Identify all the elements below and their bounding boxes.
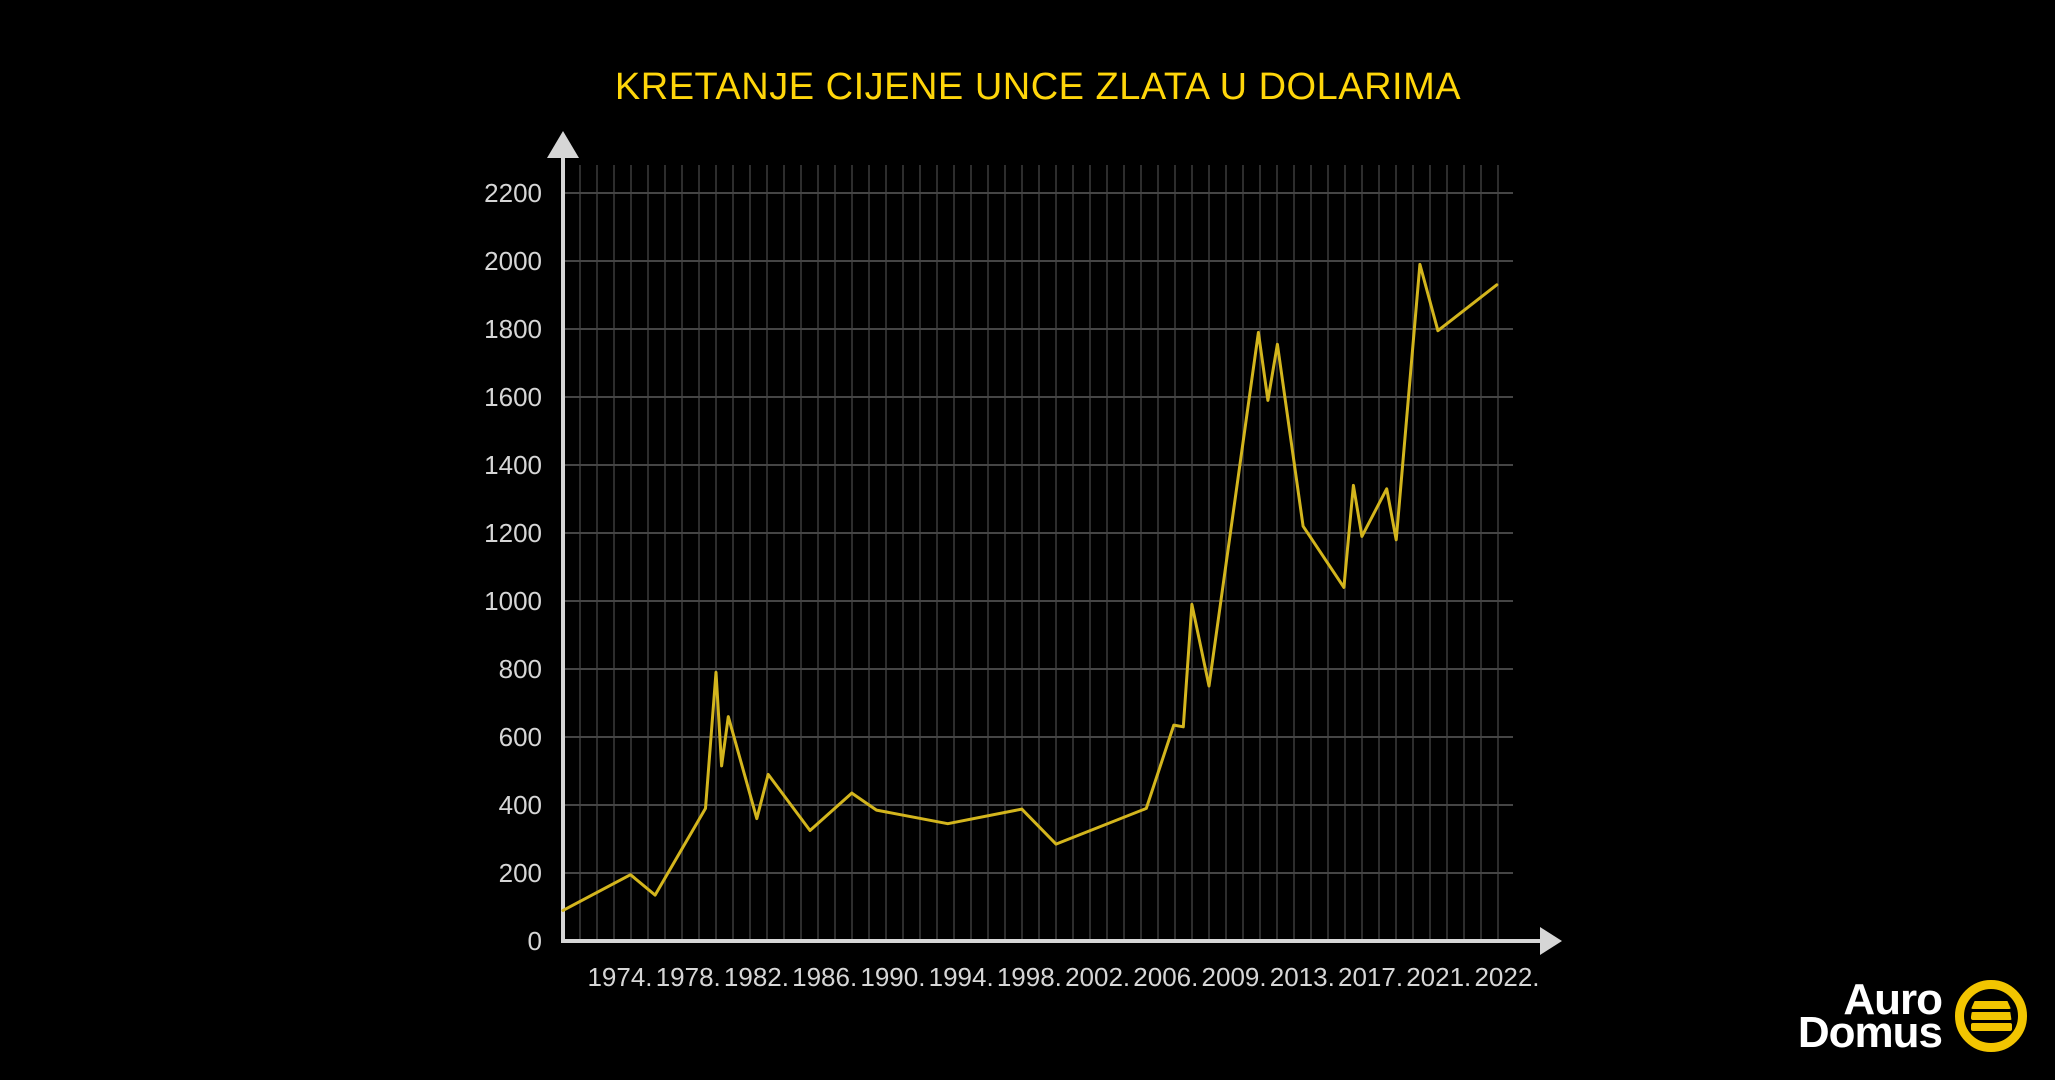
x-axis-arrow-icon bbox=[1540, 927, 1562, 955]
y-tick-label: 800 bbox=[499, 654, 542, 684]
chart-title: KRETANJE CIJENE UNCE ZLATA U DOLARIMA bbox=[614, 66, 1462, 108]
y-tick-label: 1200 bbox=[484, 518, 542, 548]
gold-bar-icon bbox=[1971, 1001, 2011, 1009]
x-tick-label: 2022. bbox=[1474, 962, 1539, 992]
x-tick-label: 2006. bbox=[1133, 962, 1198, 992]
x-tick-label: 1994. bbox=[929, 962, 994, 992]
x-tick-label: 1974. bbox=[587, 962, 652, 992]
y-tick-label: 2200 bbox=[484, 178, 542, 208]
y-tick-label: 1800 bbox=[484, 314, 542, 344]
y-tick-label: 0 bbox=[528, 926, 542, 956]
x-tick-label: 2009. bbox=[1202, 962, 1267, 992]
y-tick-label: 200 bbox=[499, 858, 542, 888]
logo-aurodomus: Auro Domus bbox=[1797, 975, 2027, 1057]
y-tick-label: 400 bbox=[499, 790, 542, 820]
y-tick-label: 1400 bbox=[484, 450, 542, 480]
gold-bar-icon bbox=[1970, 1012, 2012, 1020]
x-tick-label: 2017. bbox=[1338, 962, 1403, 992]
logo-wordmark: Auro Domus bbox=[1797, 975, 1943, 1057]
y-tick-label: 1000 bbox=[484, 586, 542, 616]
gold-price-line bbox=[561, 262, 1499, 912]
y-tick-label: 2000 bbox=[484, 246, 542, 276]
logo-word-domus: Domus bbox=[1797, 1008, 1943, 1057]
x-tick-label: 1986. bbox=[792, 962, 857, 992]
x-tick-label: 2021. bbox=[1406, 962, 1471, 992]
y-tick-label: 600 bbox=[499, 722, 542, 752]
x-tick-label: 1982. bbox=[724, 962, 789, 992]
x-tick-label: 1978. bbox=[656, 962, 721, 992]
x-tick-label: 1990. bbox=[860, 962, 925, 992]
gold-bars-in-ring-icon bbox=[1955, 980, 2027, 1052]
logo-word-auro: Auro bbox=[1843, 975, 1943, 1024]
x-tick-label: 2013. bbox=[1270, 962, 1335, 992]
x-tick-label: 2002. bbox=[1065, 962, 1130, 992]
y-tick-label: 1600 bbox=[484, 382, 542, 412]
gold-bar-icon bbox=[1970, 1023, 2012, 1031]
x-tick-label: 1998. bbox=[997, 962, 1062, 992]
y-axis-arrow-icon bbox=[547, 131, 579, 158]
